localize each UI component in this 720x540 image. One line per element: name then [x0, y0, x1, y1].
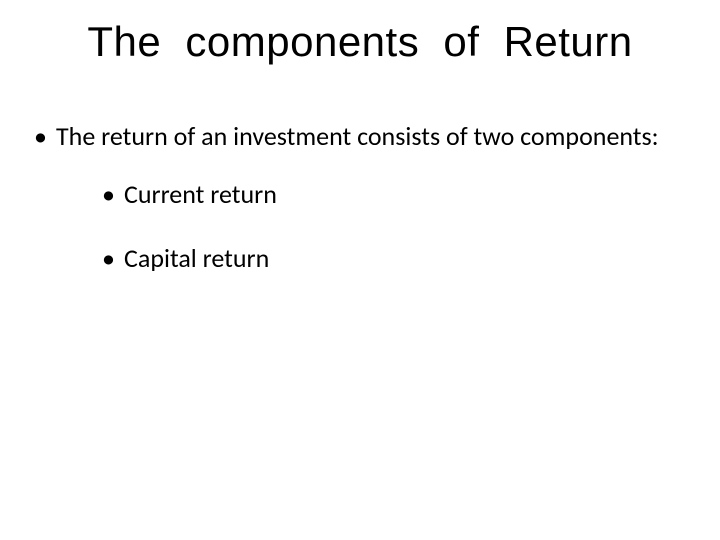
bullet-text: Current return [124, 178, 277, 210]
list-item: The return of an investment consists of … [30, 116, 680, 276]
slide-body: The return of an investment consists of … [30, 116, 680, 304]
bullet-list-level1: The return of an investment consists of … [30, 116, 680, 276]
list-item: Current return [98, 176, 680, 212]
bullet-list-level2: Current return Capital return [56, 176, 680, 277]
slide-title: The components of Return [0, 18, 720, 66]
list-item: Capital return [98, 240, 680, 276]
slide: The components of Return The return of a… [0, 0, 720, 540]
bullet-text: Capital return [124, 242, 269, 274]
bullet-text: The return of an investment consists of … [56, 120, 659, 152]
